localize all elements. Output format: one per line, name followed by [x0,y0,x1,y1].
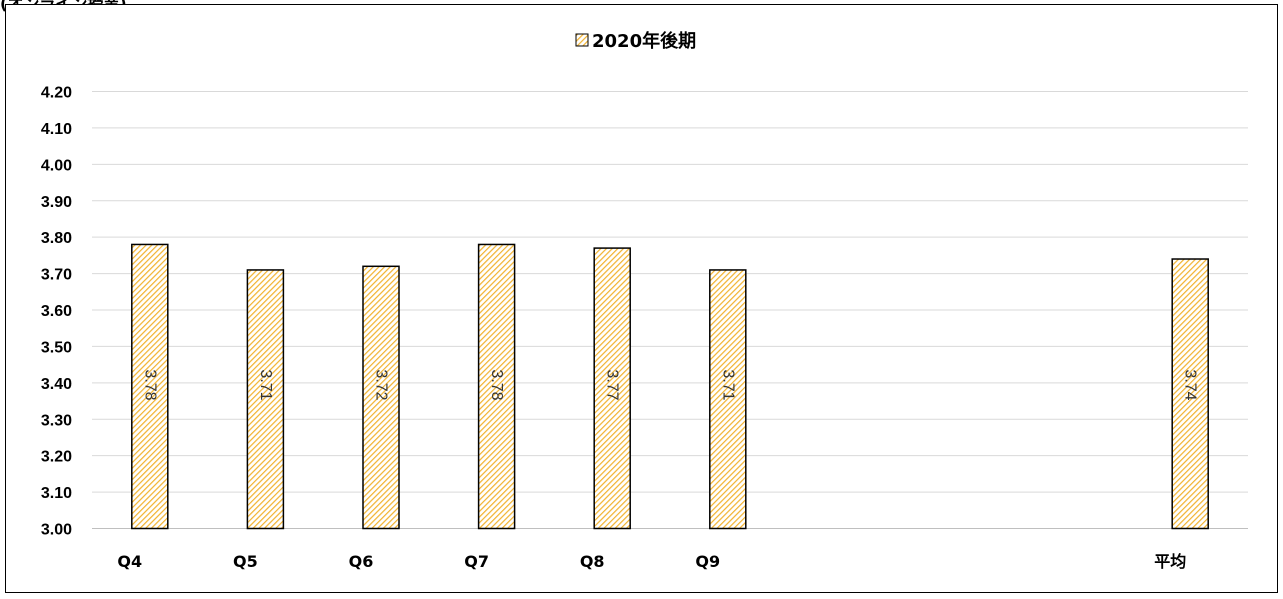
data-label: 3.77 [604,369,621,400]
y-axis-ticks: 3.00 3.10 3.20 3.30 3.40 3.50 3.60 3.70 3.80 3.90… [41,85,72,539]
bar [709,269,747,530]
bar [593,247,631,530]
y-tick-label: 3.00 [41,522,72,539]
legend-label: 2020年後期 [592,30,696,52]
x-axis-categories: Q4 Q5 Q6 Q7 Q8 Q9 平均 [117,552,1186,571]
bars [131,243,1209,530]
y-tick-label: 4.00 [41,157,72,174]
data-label: 3.71 [719,369,736,400]
data-label: 3.72 [373,369,390,400]
bar [477,243,516,530]
bar [362,265,400,530]
x-category-label: Q4 [117,552,142,571]
y-tick-label: 4.20 [41,85,72,102]
data-label: 3.78 [141,369,158,400]
legend-swatch [575,33,589,47]
y-tick-label: 3.20 [41,449,72,466]
data-label: 3.71 [257,369,274,400]
data-label: 3.78 [488,369,505,400]
data-labels: 3.78 3.71 3.72 3.78 3.77 3.71 3.74 [141,369,1198,400]
x-category-label: Q7 [464,552,489,571]
gridlines [92,91,1248,529]
y-tick-label: 3.60 [41,303,72,320]
chart-frame [5,4,1278,593]
bar [1171,258,1209,530]
y-tick-label: 3.90 [41,194,72,211]
y-tick-label: 3.40 [41,376,72,393]
legend: 2020年後期 [575,30,696,52]
y-tick-label: 3.70 [41,267,72,284]
x-category-label: Q8 [580,552,605,571]
y-tick-label: 3.30 [41,412,72,429]
bar [246,269,285,530]
x-category-label: Q9 [695,552,720,571]
y-tick-label: 4.10 [41,121,72,138]
data-label: 3.74 [1182,369,1199,400]
y-tick-label: 3.50 [41,339,72,356]
x-category-label: Q6 [349,552,374,571]
bar [131,243,169,530]
x-category-label: 平均 [1154,552,1186,571]
y-tick-label: 3.80 [41,230,72,247]
x-category-label: Q5 [233,552,258,571]
y-tick-label: 3.10 [41,485,72,502]
